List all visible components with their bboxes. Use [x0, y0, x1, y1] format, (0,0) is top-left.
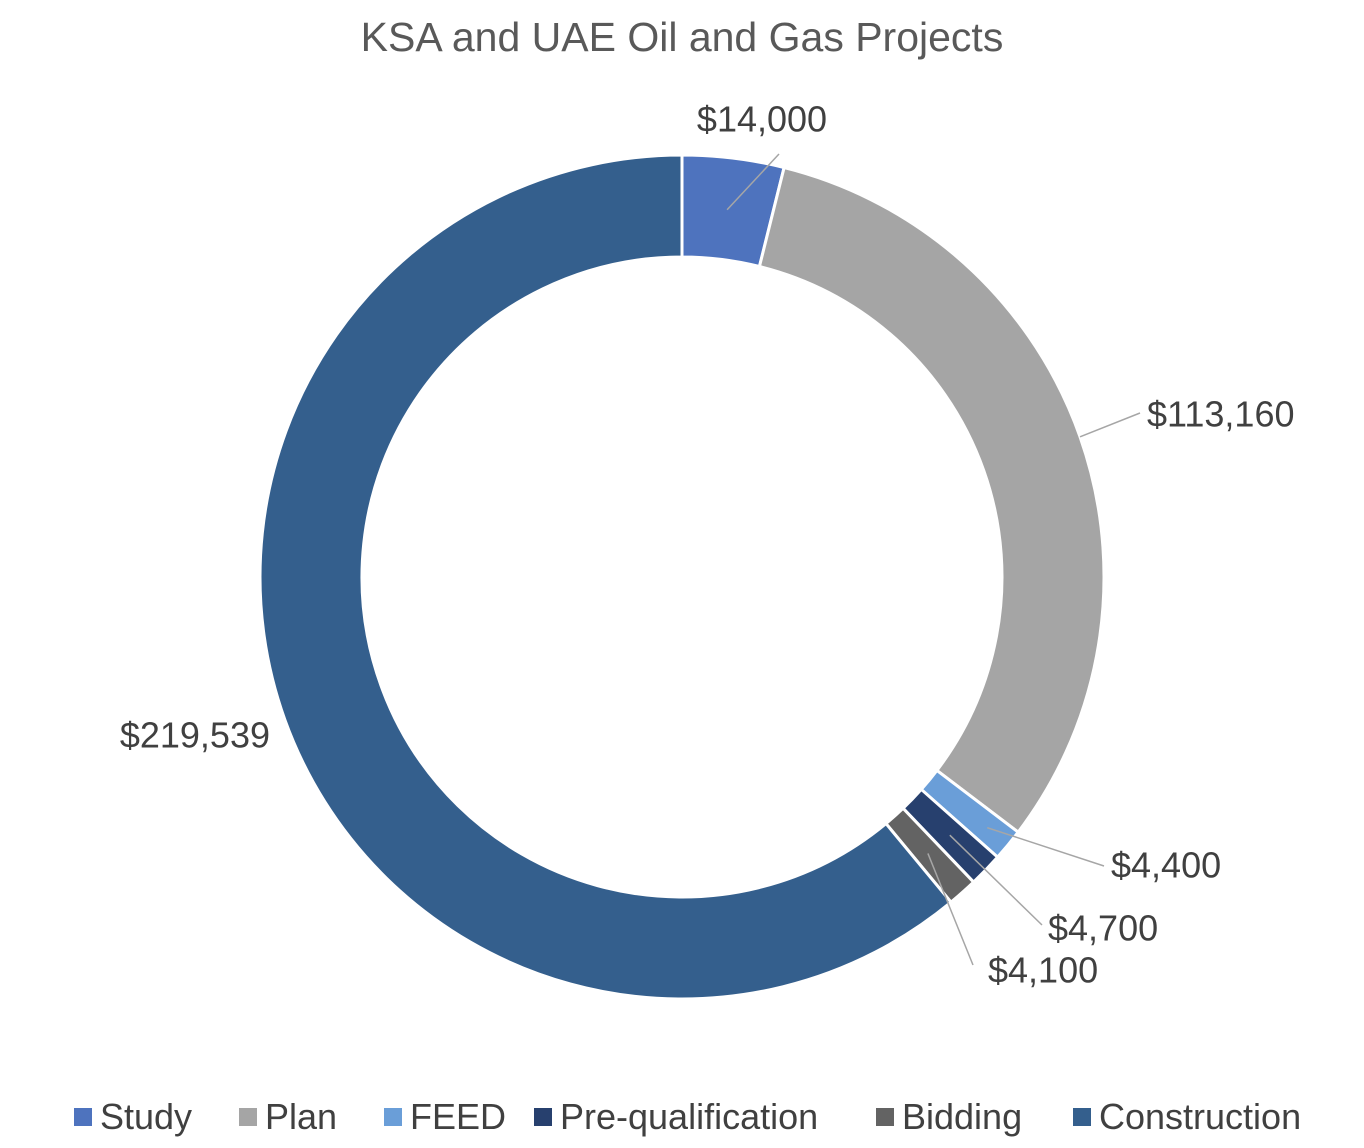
- legend-label-bidding: Bidding: [902, 1096, 1023, 1137]
- data-label-plan: $113,160: [1147, 394, 1294, 435]
- data-label-study: $14,000: [697, 99, 827, 140]
- legend-item-pre-qualification: Pre-qualification: [534, 1099, 818, 1135]
- legend-item-feed: FEED: [384, 1099, 506, 1135]
- data-label-feed: $4,400: [1111, 845, 1221, 886]
- data-labels-layer: $14,000 $113,160 $4,400 $4,700$4,100 $219,53…: [120, 99, 1295, 991]
- legend-label-pre-qualification: Pre-qualification: [560, 1096, 819, 1137]
- slice-plan: [757, 166, 1106, 834]
- data-label-pre-qualification: $4,700: [1048, 908, 1158, 949]
- legend-label-study: Study: [100, 1096, 193, 1137]
- legend-swatch-study: [74, 1108, 92, 1126]
- legend-label-construction: Construction: [1099, 1096, 1302, 1137]
- legend-swatch-pre-qualification: [534, 1108, 552, 1126]
- data-label-bidding: $4,100: [988, 950, 1098, 991]
- legend-item-bidding: Bidding: [876, 1099, 1022, 1135]
- chart-title: KSA and UAE Oil and Gas Projects: [360, 14, 1004, 60]
- leader-lines-layer: [726, 153, 1141, 966]
- legend-swatch-construction: [1073, 1108, 1091, 1126]
- legend-label-plan: Plan: [265, 1096, 338, 1137]
- legend-item-study: Study: [74, 1099, 192, 1135]
- legend-item-construction: Construction: [1073, 1099, 1301, 1135]
- legend-label-feed: FEED: [410, 1096, 507, 1137]
- legend-swatch-feed: [384, 1108, 402, 1126]
- leader-line-bidding: [927, 853, 974, 966]
- data-label-construction: $219,539: [120, 715, 270, 756]
- slices-layer: [258, 153, 1106, 1001]
- slice-construction: [258, 153, 953, 1001]
- leader-line-feed: [987, 826, 1105, 867]
- legend-swatch-bidding: [876, 1108, 894, 1126]
- leader-line-study: [726, 153, 780, 211]
- legend-swatch-plan: [239, 1108, 257, 1126]
- leader-line-plan: [1079, 412, 1141, 438]
- leader-line-pre-qualification: [949, 834, 1043, 926]
- legend-item-plan: Plan: [239, 1099, 337, 1135]
